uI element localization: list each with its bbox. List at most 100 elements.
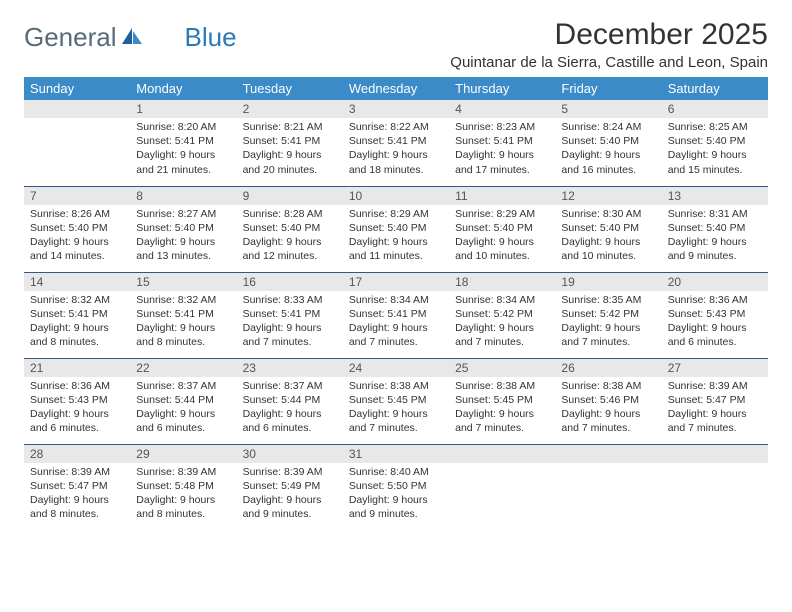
day-number: 10 (343, 187, 449, 205)
calendar-cell: 13Sunrise: 8:31 AMSunset: 5:40 PMDayligh… (662, 186, 768, 272)
sunrise-text: Sunrise: 8:20 AM (136, 120, 230, 134)
sunset-text: Sunset: 5:41 PM (136, 134, 230, 148)
sunset-text: Sunset: 5:42 PM (561, 307, 655, 321)
calendar-cell: 5Sunrise: 8:24 AMSunset: 5:40 PMDaylight… (555, 100, 661, 186)
calendar-cell: 12Sunrise: 8:30 AMSunset: 5:40 PMDayligh… (555, 186, 661, 272)
sunset-text: Sunset: 5:46 PM (561, 393, 655, 407)
calendar-table: SundayMondayTuesdayWednesdayThursdayFrid… (24, 77, 768, 530)
day-number: 29 (130, 445, 236, 463)
daylight-text: Daylight: 9 hours and 8 minutes. (136, 493, 230, 521)
daylight-text: Daylight: 9 hours and 12 minutes. (243, 235, 337, 263)
calendar-cell: 30Sunrise: 8:39 AMSunset: 5:49 PMDayligh… (237, 444, 343, 530)
calendar-week-row: 28Sunrise: 8:39 AMSunset: 5:47 PMDayligh… (24, 444, 768, 530)
sunset-text: Sunset: 5:40 PM (455, 221, 549, 235)
day-number: 6 (662, 100, 768, 118)
sunrise-text: Sunrise: 8:32 AM (30, 293, 124, 307)
day-detail: Sunrise: 8:39 AMSunset: 5:47 PMDaylight:… (662, 377, 768, 440)
day-number: 5 (555, 100, 661, 118)
daylight-text: Daylight: 9 hours and 18 minutes. (349, 148, 443, 176)
day-number: 27 (662, 359, 768, 377)
calendar-cell: 10Sunrise: 8:29 AMSunset: 5:40 PMDayligh… (343, 186, 449, 272)
calendar-cell: 29Sunrise: 8:39 AMSunset: 5:48 PMDayligh… (130, 444, 236, 530)
calendar-cell: 14Sunrise: 8:32 AMSunset: 5:41 PMDayligh… (24, 272, 130, 358)
calendar-week-row: 14Sunrise: 8:32 AMSunset: 5:41 PMDayligh… (24, 272, 768, 358)
calendar-cell: 1Sunrise: 8:20 AMSunset: 5:41 PMDaylight… (130, 100, 236, 186)
daylight-text: Daylight: 9 hours and 8 minutes. (30, 493, 124, 521)
day-number: 26 (555, 359, 661, 377)
day-detail: Sunrise: 8:22 AMSunset: 5:41 PMDaylight:… (343, 118, 449, 181)
daylight-text: Daylight: 9 hours and 21 minutes. (136, 148, 230, 176)
day-number: 19 (555, 273, 661, 291)
calendar-cell: 24Sunrise: 8:38 AMSunset: 5:45 PMDayligh… (343, 358, 449, 444)
day-header: Friday (555, 77, 661, 100)
calendar-cell: 9Sunrise: 8:28 AMSunset: 5:40 PMDaylight… (237, 186, 343, 272)
day-number: 14 (24, 273, 130, 291)
day-number (662, 445, 768, 463)
calendar-cell: 19Sunrise: 8:35 AMSunset: 5:42 PMDayligh… (555, 272, 661, 358)
calendar-cell (449, 444, 555, 530)
day-number: 23 (237, 359, 343, 377)
day-number: 9 (237, 187, 343, 205)
sunrise-text: Sunrise: 8:26 AM (30, 207, 124, 221)
calendar-week-row: 1Sunrise: 8:20 AMSunset: 5:41 PMDaylight… (24, 100, 768, 186)
calendar-cell (662, 444, 768, 530)
daylight-text: Daylight: 9 hours and 13 minutes. (136, 235, 230, 263)
sunrise-text: Sunrise: 8:29 AM (455, 207, 549, 221)
sunrise-text: Sunrise: 8:33 AM (243, 293, 337, 307)
calendar-cell: 27Sunrise: 8:39 AMSunset: 5:47 PMDayligh… (662, 358, 768, 444)
day-detail: Sunrise: 8:28 AMSunset: 5:40 PMDaylight:… (237, 205, 343, 268)
sunset-text: Sunset: 5:41 PM (136, 307, 230, 321)
day-detail: Sunrise: 8:40 AMSunset: 5:50 PMDaylight:… (343, 463, 449, 526)
sunset-text: Sunset: 5:41 PM (349, 307, 443, 321)
sunset-text: Sunset: 5:40 PM (349, 221, 443, 235)
sunrise-text: Sunrise: 8:38 AM (349, 379, 443, 393)
daylight-text: Daylight: 9 hours and 6 minutes. (136, 407, 230, 435)
sunrise-text: Sunrise: 8:32 AM (136, 293, 230, 307)
sunset-text: Sunset: 5:43 PM (30, 393, 124, 407)
day-detail: Sunrise: 8:39 AMSunset: 5:48 PMDaylight:… (130, 463, 236, 526)
sunset-text: Sunset: 5:40 PM (561, 134, 655, 148)
sunset-text: Sunset: 5:45 PM (455, 393, 549, 407)
sunrise-text: Sunrise: 8:29 AM (349, 207, 443, 221)
daylight-text: Daylight: 9 hours and 7 minutes. (243, 321, 337, 349)
sunrise-text: Sunrise: 8:37 AM (243, 379, 337, 393)
day-detail: Sunrise: 8:20 AMSunset: 5:41 PMDaylight:… (130, 118, 236, 181)
sunset-text: Sunset: 5:47 PM (668, 393, 762, 407)
day-detail: Sunrise: 8:37 AMSunset: 5:44 PMDaylight:… (237, 377, 343, 440)
sunset-text: Sunset: 5:44 PM (136, 393, 230, 407)
day-detail: Sunrise: 8:34 AMSunset: 5:42 PMDaylight:… (449, 291, 555, 354)
sunrise-text: Sunrise: 8:30 AM (561, 207, 655, 221)
daylight-text: Daylight: 9 hours and 6 minutes. (668, 321, 762, 349)
calendar-cell: 8Sunrise: 8:27 AMSunset: 5:40 PMDaylight… (130, 186, 236, 272)
logo-text-general: General (24, 22, 117, 53)
logo: General Blue (24, 18, 237, 53)
daylight-text: Daylight: 9 hours and 16 minutes. (561, 148, 655, 176)
sunset-text: Sunset: 5:49 PM (243, 479, 337, 493)
day-number: 7 (24, 187, 130, 205)
day-detail: Sunrise: 8:38 AMSunset: 5:46 PMDaylight:… (555, 377, 661, 440)
calendar-cell: 7 Sunrise: 8:26 AMSunset: 5:40 PMDaylight… (24, 186, 130, 272)
calendar-cell: 25Sunrise: 8:38 AMSunset: 5:45 PMDayligh… (449, 358, 555, 444)
daylight-text: Daylight: 9 hours and 7 minutes. (668, 407, 762, 435)
day-detail: Sunrise: 8:27 AMSunset: 5:40 PMDaylight:… (130, 205, 236, 268)
calendar-cell: 3Sunrise: 8:22 AMSunset: 5:41 PMDaylight… (343, 100, 449, 186)
header: General Blue December 2025 Quintanar de … (24, 18, 768, 71)
day-number: 13 (662, 187, 768, 205)
sunset-text: Sunset: 5:41 PM (243, 134, 337, 148)
sunset-text: Sunset: 5:44 PM (243, 393, 337, 407)
daylight-text: Daylight: 9 hours and 10 minutes. (561, 235, 655, 263)
sunset-text: Sunset: 5:41 PM (455, 134, 549, 148)
day-detail: Sunrise: 8:25 AMSunset: 5:40 PMDaylight:… (662, 118, 768, 181)
sunset-text: Sunset: 5:41 PM (349, 134, 443, 148)
daylight-text: Daylight: 9 hours and 7 minutes. (455, 407, 549, 435)
day-number: 11 (449, 187, 555, 205)
sunset-text: Sunset: 5:40 PM (30, 221, 124, 235)
calendar-cell: 4Sunrise: 8:23 AMSunset: 5:41 PMDaylight… (449, 100, 555, 186)
day-number: 3 (343, 100, 449, 118)
calendar-cell: 20Sunrise: 8:36 AMSunset: 5:43 PMDayligh… (662, 272, 768, 358)
daylight-text: Daylight: 9 hours and 14 minutes. (30, 235, 124, 263)
sunrise-text: Sunrise: 8:25 AM (668, 120, 762, 134)
sunset-text: Sunset: 5:41 PM (30, 307, 124, 321)
day-number: 28 (24, 445, 130, 463)
sunset-text: Sunset: 5:48 PM (136, 479, 230, 493)
